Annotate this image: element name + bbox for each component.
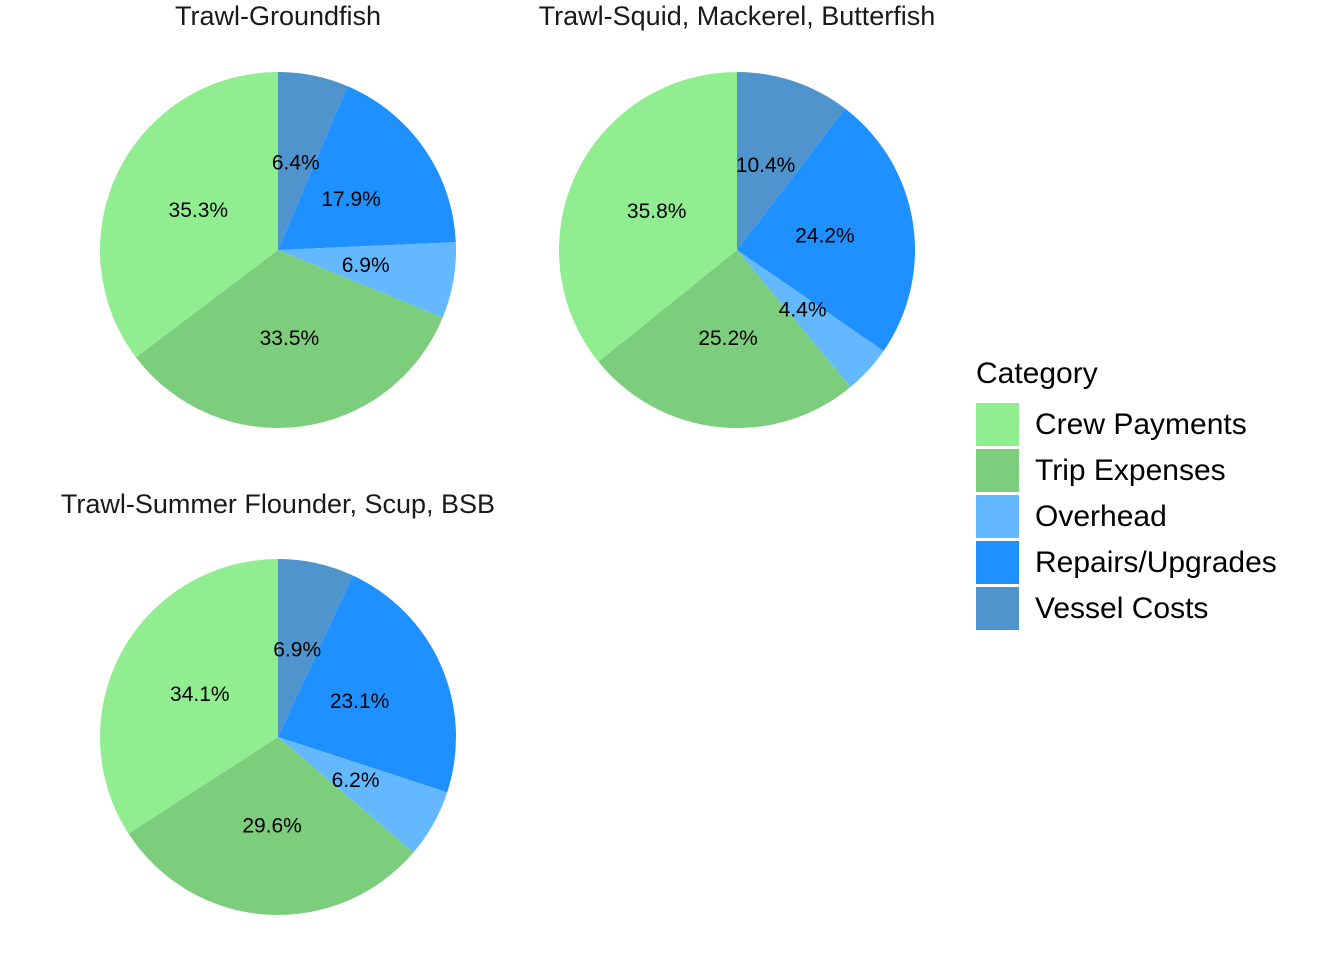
legend-entries: Crew Payments Trip Expenses Overhead Repair… bbox=[976, 403, 1277, 630]
pie-slice-repairs-upgrades bbox=[278, 575, 456, 793]
pie-slice-overhead bbox=[737, 250, 884, 388]
pie-slice-overhead bbox=[278, 737, 448, 853]
pie-slice-trip-expenses bbox=[598, 250, 851, 429]
panel-title: Trawl-Groundfish bbox=[175, 1, 381, 31]
slice-label-vessel-costs: 6.4% bbox=[272, 151, 320, 174]
slice-label-vessel-costs: 6.9% bbox=[273, 639, 321, 662]
legend-label-repairs-upgrades: Repairs/Upgrades bbox=[1035, 546, 1277, 579]
pie-slice-vessel-costs bbox=[737, 72, 846, 250]
slice-label-overhead: 4.4% bbox=[779, 299, 827, 322]
legend-entry-trip-expenses: Trip Expenses bbox=[976, 449, 1226, 492]
panel-title: Trawl-Summer Flounder, Scup, BSB bbox=[61, 489, 495, 519]
pie-slice-trip-expenses bbox=[128, 737, 414, 915]
pie-panel-trawl-summer-flounder-scup-bsb: Trawl-Summer Flounder, Scup, BSB 6.9% 23.1… bbox=[61, 489, 495, 915]
pie-slice-repairs-upgrades bbox=[737, 108, 915, 351]
pie-slice-overhead bbox=[278, 242, 457, 318]
slice-labels: 10.4% 24.2% 4.4% 25.2% 35.8% bbox=[627, 154, 855, 350]
slice-label-repairs-upgrades: 17.9% bbox=[321, 188, 381, 211]
legend-entry-vessel-costs: Vessel Costs bbox=[976, 587, 1208, 630]
legend-entry-overhead: Overhead bbox=[976, 495, 1167, 538]
pie-panel-trawl-squid-mackerel-butterfish: Trawl-Squid, Mackerel, Butterfish 10.4% 24… bbox=[539, 1, 936, 429]
slice-label-overhead: 6.9% bbox=[342, 254, 390, 277]
pie-slice-crew-payments bbox=[558, 71, 737, 362]
slice-label-repairs-upgrades: 23.1% bbox=[330, 690, 390, 713]
slice-label-trip-expenses: 25.2% bbox=[698, 327, 758, 350]
legend-label-crew-payments: Crew Payments bbox=[1035, 408, 1247, 441]
legend-entry-crew-payments: Crew Payments bbox=[976, 403, 1247, 446]
slice-labels: 6.4%17.9% 6.9% 33.5% 35.3% bbox=[169, 151, 390, 349]
pie-panels: Trawl-Groundfish6.4%17.9%6.9%33.5%35.3%T… bbox=[61, 1, 935, 915]
legend: Category Crew Payments Trip Expenses Overh… bbox=[976, 357, 1277, 630]
slice-labels: 6.9% 23.1% 6.2% 29.6% 34.1% bbox=[170, 639, 389, 838]
pie-panel-trawl-groundfish: Trawl-Groundfish 6.4%17.9% 6.9% 33.5% 35.3% bbox=[99, 1, 457, 428]
slice-label-trip-expenses: 33.5% bbox=[260, 327, 320, 350]
pie-slice-crew-payments bbox=[99, 72, 278, 358]
pie-slice-repairs-upgrades bbox=[278, 86, 456, 250]
legend-label-trip-expenses: Trip Expenses bbox=[1035, 454, 1226, 487]
legend-swatch-repairs-upgrades bbox=[976, 541, 1019, 584]
pie-slice-vessel-costs bbox=[278, 559, 353, 737]
slice-label-vessel-costs: 10.4% bbox=[736, 154, 796, 177]
pie-slice-crew-payments bbox=[100, 559, 278, 834]
legend-label-vessel-costs: Vessel Costs bbox=[1035, 592, 1208, 625]
legend-swatch-trip-expenses bbox=[976, 449, 1019, 492]
slice-label-repairs-upgrades: 24.2% bbox=[795, 225, 855, 248]
legend-title: Category bbox=[976, 357, 1098, 390]
slice-label-trip-expenses: 29.6% bbox=[242, 814, 302, 837]
pie-slice-vessel-costs bbox=[278, 72, 348, 250]
slice-label-crew-payments: 35.3% bbox=[169, 199, 229, 222]
pie-slice-trip-expenses bbox=[135, 250, 443, 428]
legend-swatch-crew-payments bbox=[976, 403, 1019, 446]
legend-entry-repairs-upgrades: Repairs/Upgrades bbox=[976, 541, 1277, 584]
slice-label-crew-payments: 35.8% bbox=[627, 200, 687, 223]
slice-label-crew-payments: 34.1% bbox=[170, 683, 230, 706]
legend-label-overhead: Overhead bbox=[1035, 500, 1167, 533]
legend-swatch-vessel-costs bbox=[976, 587, 1019, 630]
slice-label-overhead: 6.2% bbox=[332, 769, 380, 792]
legend-swatch-overhead bbox=[976, 495, 1019, 538]
panel-title: Trawl-Squid, Mackerel, Butterfish bbox=[539, 1, 936, 31]
